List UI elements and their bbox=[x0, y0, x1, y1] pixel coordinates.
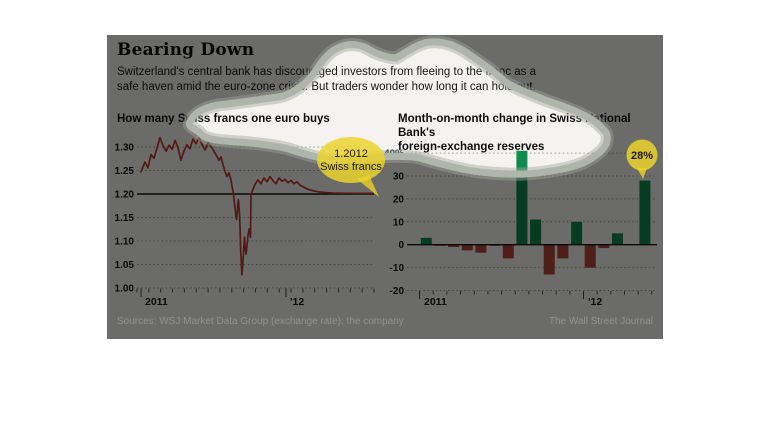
callout-reserves: 28% bbox=[626, 139, 658, 179]
callout-franc-bubble bbox=[317, 137, 385, 183]
callout-franc-line-2: Swiss francs bbox=[320, 161, 382, 173]
sources-note: Sources: WSJ Market Data Group (exchange… bbox=[117, 316, 404, 327]
callouts: 1.2012 Swiss francs 28% bbox=[317, 137, 658, 197]
footer: Sources: WSJ Market Data Group (exchange… bbox=[107, 314, 663, 334]
callout-franc: 1.2012 Swiss francs bbox=[317, 137, 385, 197]
callout-reserves-label: 28% bbox=[631, 150, 653, 162]
wsj-credit: The Wall Street Journal bbox=[548, 316, 653, 327]
callout-franc-line-1: 1.2012 bbox=[334, 148, 368, 160]
chart-panel: Bearing Down Switzerland's central bank … bbox=[107, 35, 663, 339]
